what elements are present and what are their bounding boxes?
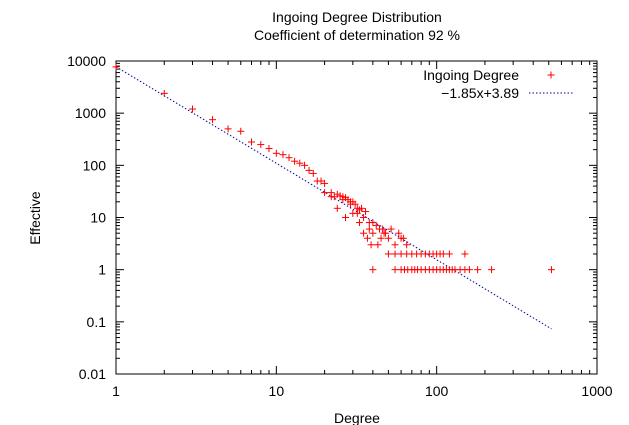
data-point bbox=[391, 241, 399, 249]
x-tick-label: 100 bbox=[425, 383, 449, 399]
data-point bbox=[272, 149, 280, 157]
legend-label-points: Ingoing Degree bbox=[423, 67, 519, 83]
data-point bbox=[333, 204, 341, 212]
data-point bbox=[465, 266, 473, 274]
y-tick-label: 0.01 bbox=[79, 366, 106, 382]
data-point bbox=[346, 200, 354, 208]
legend-marker-points bbox=[547, 71, 555, 79]
data-point bbox=[257, 141, 265, 149]
data-point bbox=[224, 125, 232, 133]
data-point bbox=[384, 234, 392, 242]
data-point bbox=[360, 229, 368, 237]
y-tick-label: 0.1 bbox=[87, 314, 107, 330]
x-tick-label: 1 bbox=[112, 383, 120, 399]
chart-title: Ingoing Degree Distribution bbox=[272, 9, 442, 25]
data-point bbox=[317, 177, 325, 185]
data-point bbox=[474, 266, 482, 274]
y-tick-label: 10 bbox=[90, 210, 106, 226]
data-point bbox=[403, 241, 411, 249]
data-point bbox=[296, 159, 304, 167]
legend-label-fit: −1.85x+3.89 bbox=[441, 85, 519, 101]
data-point bbox=[291, 157, 299, 165]
legend: Ingoing Degree −1.85x+3.89 bbox=[423, 67, 573, 101]
y-tick-label: 100 bbox=[83, 157, 107, 173]
data-point bbox=[379, 225, 387, 233]
data-point bbox=[160, 89, 168, 97]
data-point bbox=[360, 214, 368, 221]
data-point bbox=[362, 208, 370, 216]
y-tick-label: 1 bbox=[98, 262, 106, 278]
data-point bbox=[367, 241, 375, 249]
data-point bbox=[374, 241, 382, 249]
data-point bbox=[333, 190, 341, 198]
data-point bbox=[387, 225, 395, 233]
data-point bbox=[369, 219, 377, 227]
chart-subtitle: Coefficient of determination 92 % bbox=[254, 27, 460, 43]
data-point bbox=[339, 196, 347, 204]
legend-plus-marker bbox=[547, 71, 555, 79]
y-axis-label: Effective bbox=[27, 191, 43, 245]
data-point bbox=[305, 166, 313, 174]
data-point bbox=[355, 219, 363, 227]
data-point bbox=[285, 154, 293, 162]
data-point bbox=[399, 234, 407, 242]
data-point bbox=[188, 105, 196, 113]
data-point bbox=[547, 266, 555, 274]
x-axis-label: Degree bbox=[334, 410, 380, 425]
data-point bbox=[391, 266, 399, 274]
fit-line-layer bbox=[115, 66, 552, 330]
data-point bbox=[309, 169, 317, 177]
data-point bbox=[358, 204, 366, 212]
data-point bbox=[369, 266, 377, 274]
y-tick-label: 1000 bbox=[75, 105, 106, 121]
data-point bbox=[384, 250, 392, 258]
data-point bbox=[372, 222, 380, 230]
data-point bbox=[445, 250, 453, 258]
data-point bbox=[369, 229, 377, 237]
data-point bbox=[209, 116, 217, 124]
axis-ticks: 1 10 100 1000 0.01 0.1 1 10 100 1000 10000 bbox=[67, 53, 613, 399]
data-point bbox=[349, 209, 357, 217]
data-point bbox=[377, 234, 385, 242]
data-point bbox=[363, 234, 371, 242]
data-point bbox=[321, 189, 329, 197]
data-point bbox=[439, 250, 447, 258]
data-point bbox=[395, 229, 403, 237]
y-tick-label: 10000 bbox=[67, 53, 106, 69]
data-point bbox=[279, 151, 287, 159]
data-point bbox=[112, 63, 120, 71]
data-points-layer bbox=[112, 63, 555, 274]
data-point bbox=[341, 214, 349, 221]
data-point bbox=[237, 127, 245, 135]
x-tick-label: 10 bbox=[269, 383, 285, 399]
data-point bbox=[327, 193, 335, 201]
data-point bbox=[301, 161, 309, 169]
data-point bbox=[365, 225, 373, 233]
data-point bbox=[380, 229, 388, 237]
data-point bbox=[391, 250, 399, 258]
plot-frame bbox=[115, 60, 598, 375]
data-point bbox=[488, 266, 496, 274]
plot-border bbox=[115, 60, 598, 375]
data-point bbox=[247, 138, 255, 146]
data-point bbox=[461, 250, 469, 258]
data-point bbox=[265, 145, 273, 153]
fit-line bbox=[115, 66, 552, 330]
data-point bbox=[321, 179, 329, 187]
x-tick-label: 1000 bbox=[581, 383, 612, 399]
